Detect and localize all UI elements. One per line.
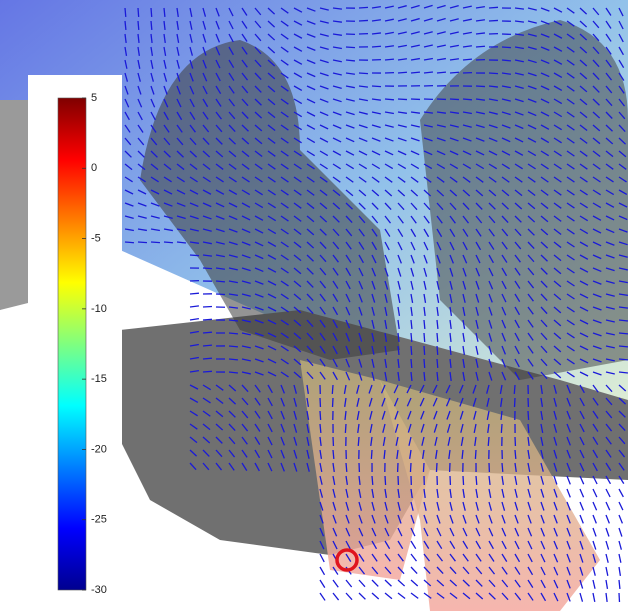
vector-arrow	[450, 99, 459, 100]
vector-arrow	[359, 20, 368, 21]
vector-arrow	[437, 72, 446, 73]
vector-arrow	[151, 8, 152, 17]
vector-arrow	[515, 450, 516, 459]
vector-arrow	[138, 21, 139, 30]
vector-arrow	[411, 346, 412, 355]
vector-arrow	[398, 72, 407, 73]
colorbar: 5 0 -5 -10 -15 -20 -25 -30	[28, 75, 122, 611]
vector-arrow	[385, 59, 394, 60]
colorbar-ramp	[58, 98, 86, 590]
vector-arrow	[358, 437, 359, 446]
vector-arrow	[410, 463, 411, 472]
vector-arrow	[216, 281, 225, 282]
page: {"chart_data": {"type": "colorbar", "col…	[0, 0, 628, 611]
vector-arrow	[436, 463, 437, 472]
vector-arrow	[489, 20, 498, 21]
vector-arrow	[125, 242, 134, 243]
tick-label: -5	[91, 232, 101, 244]
tick-label: -20	[91, 443, 107, 455]
vector-arrow	[359, 7, 368, 8]
vector-arrow	[463, 476, 464, 485]
vector-arrow	[203, 319, 212, 320]
vector-arrow	[619, 333, 628, 334]
vector-arrow	[424, 359, 425, 368]
vector-arrow	[151, 21, 152, 30]
vector-arrow	[489, 7, 498, 8]
tick-label: -10	[91, 303, 107, 315]
vector-arrow	[528, 424, 529, 433]
vector-arrow	[476, 46, 485, 47]
vector-arrow	[619, 359, 628, 360]
vector-arrow	[203, 358, 212, 359]
vector-arrow	[488, 437, 489, 446]
vector-arrow	[476, 86, 485, 87]
vector-arrow	[229, 359, 238, 360]
tick-label: -30	[91, 584, 107, 596]
vector-arrow	[164, 242, 173, 243]
vector-arrow	[502, 60, 511, 61]
vector-arrow	[424, 346, 425, 355]
tick-label: -15	[91, 373, 107, 385]
vector-arrow	[424, 372, 425, 381]
vector-arrow	[476, 476, 477, 485]
vector-arrow	[320, 411, 321, 420]
visualization: 5 0 -5 -10 -15 -20 -25 -30	[0, 0, 628, 611]
vector-arrow	[164, 8, 165, 17]
vector-arrow	[372, 86, 381, 87]
vector-arrow	[423, 463, 424, 472]
vector-arrow	[411, 333, 412, 342]
vector-arrow	[437, 359, 438, 368]
vector-arrow	[151, 242, 160, 243]
vector-arrow	[372, 476, 373, 485]
vector-arrow	[463, 59, 472, 60]
vector-arrow	[125, 8, 126, 17]
vector-arrow	[398, 99, 407, 100]
vector-arrow	[501, 424, 502, 433]
vector-arrow	[333, 450, 334, 459]
vector-arrow	[229, 333, 238, 334]
vector-arrow	[489, 73, 498, 74]
vector-arrow	[437, 333, 438, 342]
vector-arrow	[424, 320, 425, 329]
vector-arrow	[190, 293, 199, 294]
vector-arrow	[138, 242, 147, 243]
tick-label: 5	[91, 92, 97, 104]
vector-arrow	[203, 345, 212, 346]
vector-arrow	[424, 333, 425, 342]
vector-arrow	[411, 72, 420, 73]
vector-arrow	[502, 463, 503, 472]
vector-arrow	[320, 424, 321, 433]
vector-arrow	[138, 8, 139, 17]
vector-arrow	[125, 21, 126, 30]
vector-arrow	[203, 268, 212, 269]
vector-arrow	[619, 346, 628, 347]
vector-arrow	[345, 424, 346, 433]
vector-arrow	[528, 411, 529, 420]
vector-arrow	[346, 47, 355, 48]
vector-arrow	[190, 255, 199, 256]
vector-arrow	[346, 463, 347, 472]
vector-arrow	[385, 476, 386, 485]
vector-arrow	[514, 385, 515, 394]
vector-arrow	[450, 72, 459, 73]
vector-arrow	[359, 73, 368, 74]
vector-arrow	[216, 294, 225, 295]
vector-arrow	[332, 385, 333, 394]
vector-arrow	[229, 346, 238, 347]
vector-arrow	[463, 99, 472, 100]
vector-arrow	[437, 346, 438, 355]
vector-arrow	[203, 371, 212, 372]
vector-arrow	[203, 332, 212, 333]
vector-arrow	[475, 450, 476, 459]
vector-arrow	[502, 47, 511, 48]
vector-arrow	[372, 46, 381, 47]
tick-label: -25	[91, 514, 107, 526]
vector-arrow	[385, 99, 394, 100]
vector-arrow	[411, 359, 412, 368]
tick-label: 0	[91, 162, 97, 174]
vector-arrow	[619, 580, 620, 589]
vector-arrow	[371, 450, 372, 459]
vector-arrow	[346, 60, 355, 61]
